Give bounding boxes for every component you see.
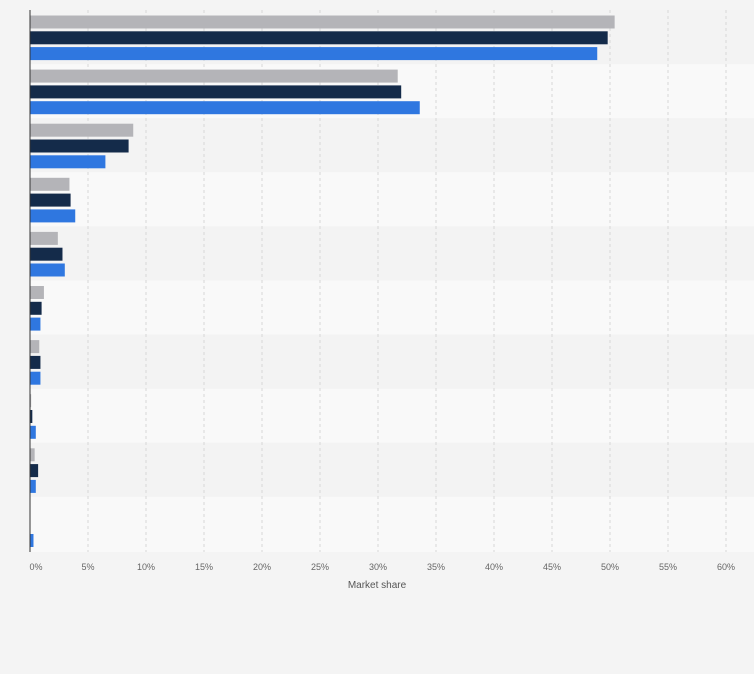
x-tick-label: 45% (543, 562, 561, 572)
bar-marks (30, 15, 615, 547)
x-tick-labels: 0% 5% 10% 15% 20% 25% 30% 35% 40% 45% 50% 55% 60% (29, 562, 735, 572)
x-tick-label: 25% (311, 562, 329, 572)
category-band-10 (30, 496, 754, 552)
bar-series1-row7 (30, 340, 40, 354)
bar-series3-row10 (30, 534, 34, 547)
bar-series1-row2 (30, 69, 398, 83)
bar-series2-row2 (30, 85, 402, 99)
category-band-9 (30, 442, 754, 497)
x-tick-label: 40% (485, 562, 503, 572)
x-tick-label: 50% (601, 562, 619, 572)
bar-series3-row9 (30, 479, 36, 493)
bar-series1-row9 (30, 448, 35, 462)
bar-series1-row5 (30, 231, 58, 245)
x-tick-label: 30% (369, 562, 387, 572)
bar-series2-row1 (30, 31, 608, 45)
bar-series2-row8 (30, 410, 33, 423)
x-tick-label: 35% (427, 562, 445, 572)
category-band-5 (30, 226, 754, 281)
x-tick-label: 15% (195, 562, 213, 572)
bar-series3-row7 (30, 371, 41, 385)
gridlines (87, 10, 727, 552)
category-bands (30, 10, 754, 552)
bar-series2-row3 (30, 139, 129, 153)
bar-series2-row6 (30, 301, 42, 315)
bar-series3-row8 (30, 425, 36, 439)
x-tick-label: 5% (81, 562, 94, 572)
x-tick-label: 55% (659, 562, 677, 572)
category-band-4 (30, 172, 754, 227)
bar-series1-row6 (30, 286, 44, 299)
bar-series1-row3 (30, 123, 134, 137)
x-tick-label: 60% (717, 562, 735, 572)
bar-series1-row8 (30, 394, 32, 408)
bar-series3-row3 (30, 155, 106, 169)
category-band-7 (30, 334, 754, 389)
bar-series2-row4 (30, 193, 71, 207)
bar-series3-row4 (30, 209, 76, 223)
bar-series2-row7 (30, 355, 41, 369)
category-band-8 (30, 388, 754, 443)
bar-series1-row4 (30, 177, 70, 191)
bar-series2-row5 (30, 247, 63, 261)
bar-series3-row2 (30, 101, 420, 115)
bar-series3-row6 (30, 317, 41, 331)
x-axis-label: Market share (348, 580, 407, 591)
category-band-6 (30, 280, 754, 335)
x-tick-label: 0% (29, 562, 42, 572)
x-tick-label: 20% (253, 562, 271, 572)
bar-series3-row5 (30, 263, 65, 277)
bar-series3-row1 (30, 47, 598, 61)
category-band-3 (30, 118, 754, 173)
bar-series1-row1 (30, 15, 615, 29)
x-tick-label: 10% (137, 562, 155, 572)
bar-series2-row9 (30, 464, 39, 478)
